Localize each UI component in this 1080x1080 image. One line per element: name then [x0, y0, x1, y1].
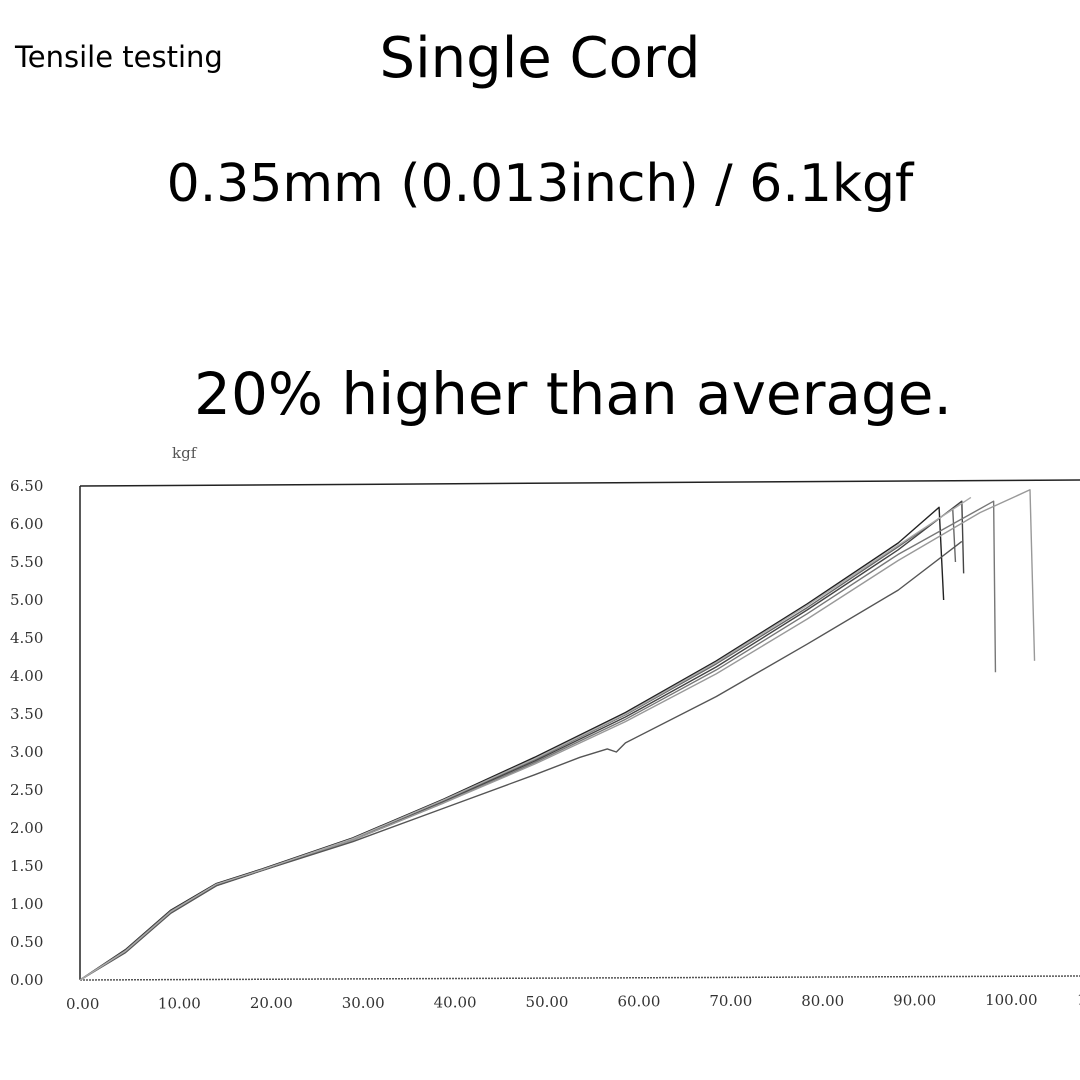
x-tick-label: 90.00: [893, 991, 936, 1009]
series-line: [79, 506, 945, 981]
x-tick-label: 80.00: [801, 992, 844, 1010]
corner-label: Tensile testing: [15, 40, 223, 74]
y-tick-label: 4.50: [10, 629, 43, 647]
x-tick-label: 30.00: [342, 994, 385, 1012]
y-axis: 0.00 0.50 1.00 1.50 2.00 2.50 3.00 3.50 4.00 4.50…: [10, 477, 43, 989]
x-tick-label: 70.00: [709, 992, 752, 1010]
y-axis-unit-label: kgf: [172, 444, 198, 462]
y-tick-label: 6.00: [10, 515, 43, 533]
y-tick-label: 3.00: [10, 743, 43, 761]
series-group: [79, 489, 1036, 981]
x-tick-label: 0.00: [66, 995, 99, 1013]
series-line: [79, 496, 972, 981]
claim-line: 20% higher than average.: [194, 360, 952, 428]
y-tick-label: 2.50: [10, 781, 43, 799]
plot-frame: [79, 479, 1080, 981]
y-tick-label: 4.00: [10, 667, 43, 685]
plot-top-border: [79, 479, 1080, 487]
series-line: [79, 500, 965, 981]
y-tick-label: 1.50: [10, 857, 43, 875]
x-tick-label: 100.00: [985, 991, 1037, 1009]
y-tick-label: 5.50: [10, 553, 43, 571]
series-line: [79, 508, 957, 981]
y-tick-label: 0.50: [10, 933, 43, 951]
series-line: [79, 540, 963, 981]
plot-bottom-border: [79, 975, 1080, 981]
x-tick-label: 50.00: [526, 993, 569, 1011]
x-tick-label: 20.00: [250, 994, 293, 1012]
series-line: [79, 489, 1036, 981]
y-tick-label: 0.00: [10, 971, 43, 989]
y-tick-label: 2.00: [10, 819, 43, 837]
y-tick-label: 5.00: [10, 591, 43, 609]
y-tick-label: 6.50: [10, 477, 43, 495]
x-axis: 0.00 10.00 20.00 30.00 40.00 50.00 60.00 70.00 8…: [66, 991, 1080, 1013]
tensile-chart: 0.00 0.50 1.00 1.50 2.00 2.50 3.00 3.50 4.00 4.50…: [10, 444, 1080, 1013]
spec-line: 0.35mm (0.013inch) / 6.1kgf: [166, 154, 914, 214]
y-tick-label: 1.00: [10, 895, 43, 913]
x-tick-label: 40.00: [434, 993, 477, 1011]
page-title: Single Cord: [379, 26, 701, 91]
y-tick-label: 3.50: [10, 705, 43, 723]
x-tick-label: 11: [1077, 991, 1080, 1009]
x-tick-label: 60.00: [617, 993, 660, 1011]
x-tick-label: 10.00: [158, 995, 201, 1013]
